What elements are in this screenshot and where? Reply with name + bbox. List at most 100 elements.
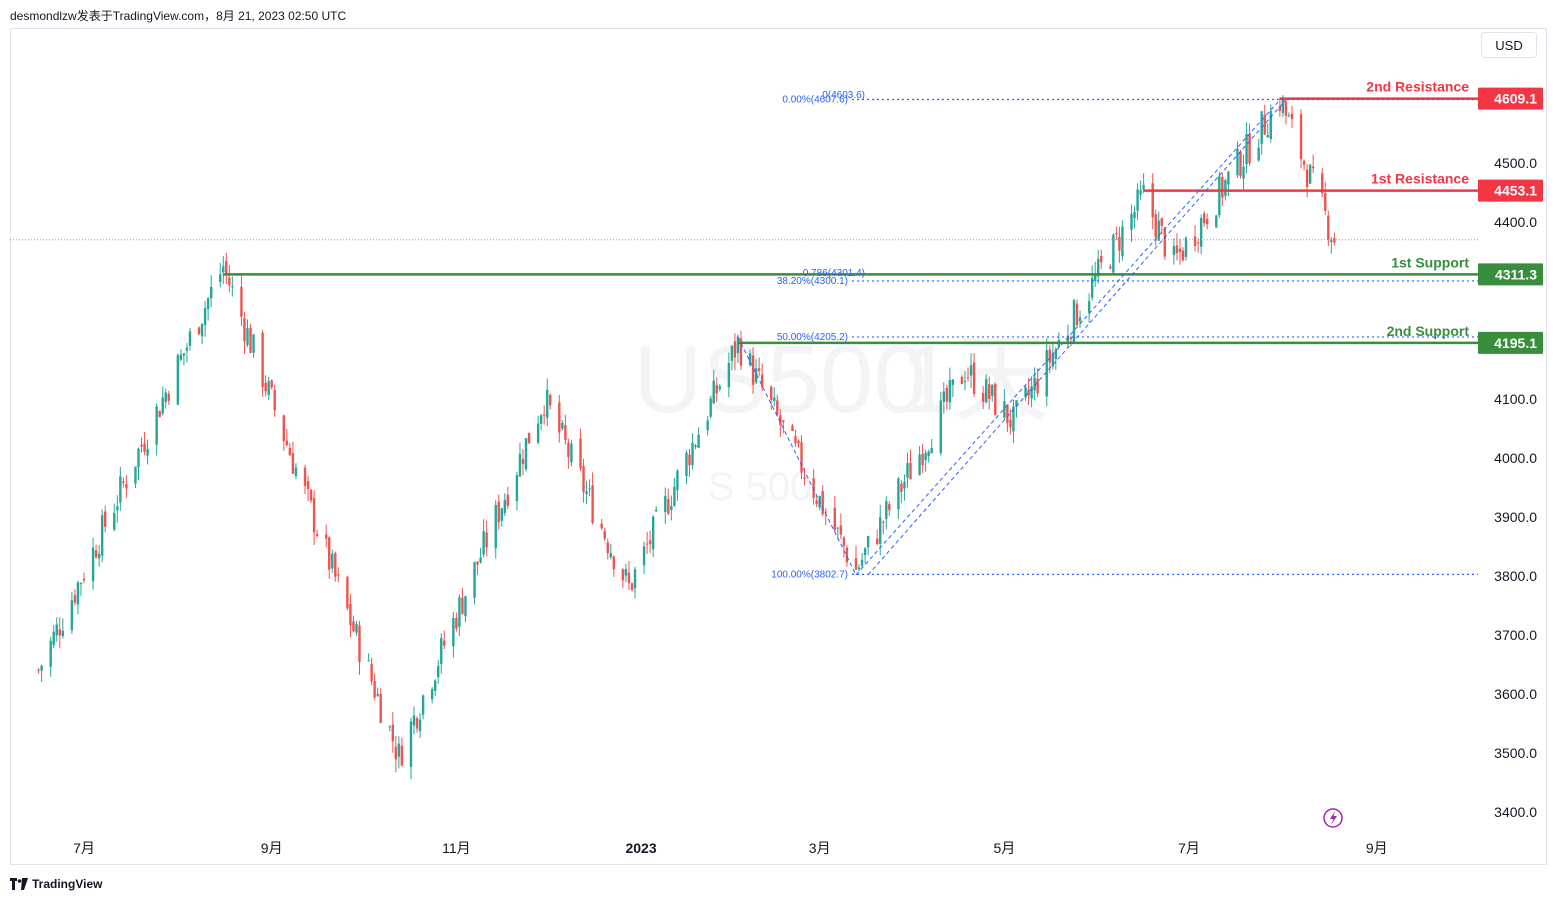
candle-body (270, 380, 273, 388)
candle-body (482, 531, 485, 555)
candle-body (79, 582, 83, 585)
y-axis[interactable]: 4500.0 4400.0 4100.0 4000.0 3900.0 3800.0 3700… (1494, 155, 1537, 820)
candle-body (842, 537, 846, 547)
candle-body (876, 538, 879, 544)
tradingview-logo[interactable]: TradingView (10, 876, 102, 892)
candle-body (1051, 353, 1054, 367)
candle-body (315, 534, 319, 536)
symbol-watermark: US500 1天 S 500 (633, 326, 1049, 509)
candles-group (37, 95, 1336, 780)
candle-body (991, 384, 994, 396)
candle-body (1175, 245, 1179, 254)
candle-body (388, 726, 391, 728)
candle-body (146, 448, 149, 456)
y-tick-label: 3600.0 (1494, 686, 1537, 702)
candle-body (1172, 246, 1176, 255)
candle-body (654, 509, 658, 512)
candle-body (1045, 350, 1048, 397)
candle-body (349, 604, 352, 626)
candle-body (676, 470, 679, 491)
candle-body (648, 540, 652, 544)
candle-body (246, 328, 249, 345)
candle-body (228, 277, 231, 286)
candle-body (176, 355, 180, 405)
price-tag-label: 4195.1 (1494, 335, 1537, 351)
candle-body (479, 557, 482, 563)
candle-body (836, 527, 840, 529)
candle-body (240, 286, 243, 317)
candle-body (524, 438, 528, 470)
candle-body (951, 379, 955, 385)
candle-body (197, 327, 201, 335)
y-tick-label: 3400.0 (1494, 804, 1537, 820)
candle-body (824, 511, 827, 513)
fib-level-label: 100.00%(3802.7) (771, 569, 848, 580)
candle-body (294, 467, 298, 476)
candle-body (624, 569, 628, 576)
candle-body (558, 402, 561, 433)
candle-body (140, 444, 143, 447)
y-tick-label: 3800.0 (1494, 568, 1537, 584)
candle-body (579, 438, 582, 469)
candle-body (182, 353, 186, 356)
candle-body (249, 327, 252, 353)
candle-body (969, 365, 973, 376)
candle-body (924, 452, 927, 461)
candle-body (1299, 114, 1303, 160)
candle-body (397, 743, 401, 757)
candle-body (506, 494, 510, 506)
candle-body (542, 414, 546, 416)
candle-body (897, 478, 900, 510)
candle-body (1157, 220, 1160, 241)
candle-body (379, 693, 382, 723)
candle-body (697, 434, 700, 448)
candle-body (125, 484, 128, 489)
candle-body (718, 386, 721, 389)
bolt-icon[interactable] (1323, 808, 1343, 828)
candle-body (1181, 250, 1185, 261)
candle-body (988, 384, 991, 399)
candle-body (200, 323, 204, 337)
candle-body (185, 347, 189, 351)
candle-body (981, 393, 985, 402)
candle-body (252, 334, 255, 353)
level-name: 2nd Resistance (1366, 79, 1469, 95)
price-tag-label: 4453.1 (1494, 183, 1537, 199)
candle-body (779, 415, 782, 425)
candle-body (421, 695, 425, 715)
candle-body (1242, 166, 1245, 179)
candle-body (1196, 242, 1200, 244)
fib-extension-label: 0(4603.6) (822, 90, 865, 101)
candle-body (651, 516, 655, 550)
x-axis[interactable]: 7月 9月 11月 2023 3月 5月 7月 9月 (73, 840, 1388, 856)
candle-body (930, 448, 933, 454)
y-tick-label: 4000.0 (1494, 450, 1537, 466)
candle-body (303, 467, 307, 486)
candle-body (1248, 134, 1251, 164)
x-tick-label: 11月 (442, 840, 471, 856)
x-tick-label: 7月 (1178, 840, 1200, 856)
candle-body (494, 504, 497, 549)
candle-body (712, 380, 715, 404)
candle-body (549, 394, 552, 406)
candle-body (570, 443, 573, 463)
candle-body (960, 376, 964, 385)
candle-body (879, 517, 882, 545)
candle-body (409, 721, 413, 767)
candle-body (1311, 166, 1315, 169)
candle-body (1163, 228, 1167, 257)
candle-body (1218, 176, 1221, 216)
candle-body (1281, 99, 1285, 113)
candle-body (1224, 180, 1227, 196)
candle-body (1266, 135, 1269, 138)
currency-button[interactable]: USD (1481, 32, 1537, 58)
candle-body (261, 332, 264, 388)
candle-body (585, 491, 588, 495)
candle-body (452, 618, 455, 647)
candle-body (694, 445, 697, 448)
candle-body (433, 680, 437, 691)
price-tag-bg (1478, 87, 1543, 110)
price-tag-bg (1478, 179, 1543, 202)
y-tick-label: 4500.0 (1494, 155, 1537, 171)
